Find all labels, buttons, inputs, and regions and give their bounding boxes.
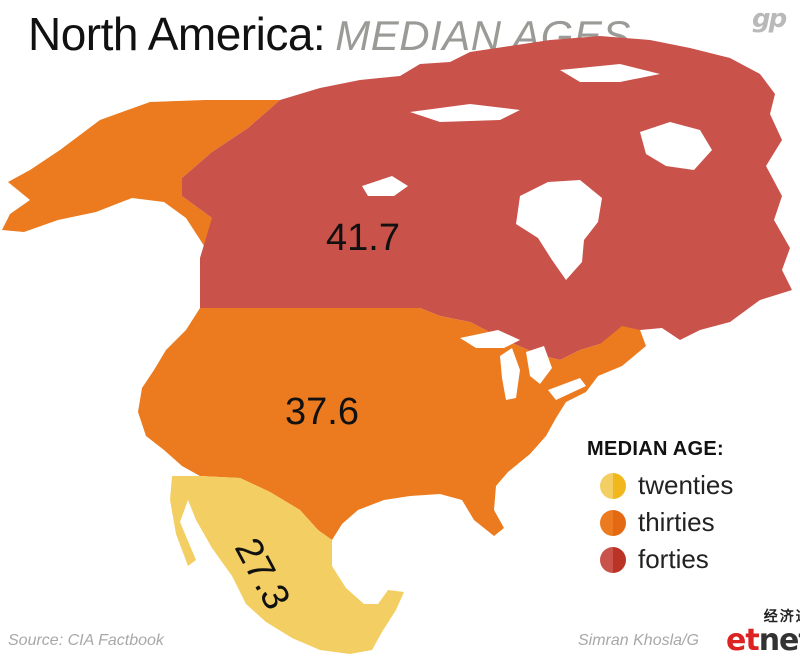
value-label-usa: 37.6 (285, 391, 359, 433)
legend-label-thirties: thirties (638, 507, 715, 537)
region-canada (182, 36, 792, 360)
lake-bear (362, 176, 408, 196)
watermark-et: et (726, 623, 760, 658)
legend-item-twenties: twenties (587, 467, 733, 504)
watermark-chinese: 经济通 (763, 609, 800, 625)
legend-label-forties: forties (638, 544, 709, 574)
map-title: North America: MEDIAN AGES (28, 6, 631, 64)
lake-erie (548, 378, 586, 400)
lake-superior (460, 330, 520, 348)
legend-title: MEDIAN AGE: (587, 438, 725, 460)
legend-swatch-thirties (600, 509, 626, 536)
legend-item-thirties: thirties (587, 504, 733, 541)
title-main: North America: (28, 8, 326, 60)
credit-note: Simran Khosla/G (578, 632, 699, 649)
hudson-bay (516, 180, 602, 280)
legend-item-forties: forties (587, 541, 733, 578)
legend-swatch-forties (600, 546, 626, 573)
lake-huron (526, 346, 552, 384)
region-mexico (170, 476, 404, 654)
island-baffin (640, 122, 712, 170)
watermark-etnet: etnet (726, 626, 800, 656)
lake-michigan (500, 348, 520, 400)
legend-swatch-twenties (600, 472, 626, 499)
etnet-watermark: 经济通 etnet (726, 606, 800, 656)
channel-arctic (410, 104, 520, 122)
legend: MEDIAN AGE: twenties thirties forties (587, 438, 733, 578)
channel-north (560, 64, 660, 82)
source-note: Source: CIA Factbook (8, 632, 164, 649)
region-usa (138, 308, 646, 540)
region-alaska (2, 100, 280, 255)
legend-label-twenties: twenties (638, 470, 734, 500)
value-label-canada: 41.7 (326, 217, 400, 259)
watermark-net: net (758, 623, 800, 658)
gp-logo: gp (752, 4, 787, 34)
